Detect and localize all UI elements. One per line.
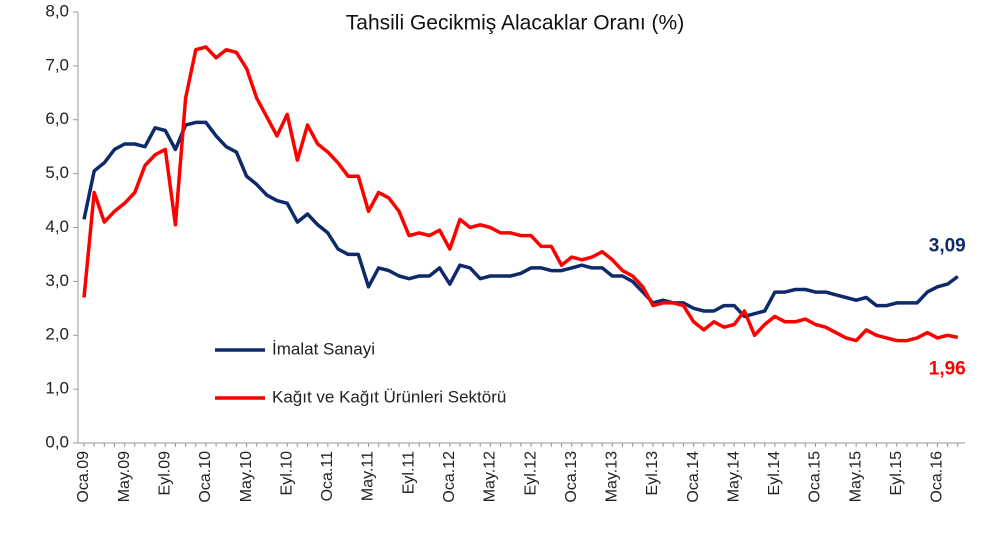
y-tick-label: 1,0 [45,379,69,398]
y-tick-label: 0,0 [45,432,69,451]
y-tick-label: 8,0 [45,1,69,20]
x-tick-label: May.11 [360,451,377,501]
y-tick-label: 5,0 [45,163,69,182]
x-tick-label: Oca.10 [197,451,214,503]
y-tick-label: 2,0 [45,325,69,344]
series-line [82,120,959,319]
x-tick-label: Oca.13 [563,451,580,503]
series-line [82,45,959,343]
x-tick-label: Eyl.14 [766,451,783,496]
x-tick-label: Eyl.09 [156,451,173,496]
x-tick-label: Oca.12 [441,451,458,503]
x-tick-label: Eyl.13 [644,451,661,496]
x-tick-label: May.09 [116,451,133,502]
legend-label: İmalat Sanayi [272,339,375,358]
end-label: 1,96 [929,358,966,379]
y-tick-label: 3,0 [45,271,69,290]
x-tick-label: May.14 [725,451,742,502]
y-tick-label: 4,0 [45,217,69,236]
x-tick-label: May.12 [482,451,499,502]
x-tick-label: Oca.11 [319,451,336,502]
x-tick-label: Oca.09 [75,451,92,503]
x-tick-label: Eyl.15 [888,451,905,496]
legend-label: Kağıt ve Kağıt Ürünleri Sektörü [272,387,506,406]
x-tick-label: May.13 [604,451,621,502]
y-tick-label: 7,0 [45,55,69,74]
x-tick-label: Oca.16 [929,451,946,503]
x-tick-label: Oca.15 [807,451,824,503]
x-tick-label: Eyl.10 [278,451,295,496]
chart-title: Tahsili Gecikmiş Alacaklar Oranı (%) [346,12,684,35]
x-tick-label: May.10 [238,451,255,502]
x-tick-label: Eyl.11 [400,451,417,494]
x-tick-label: Oca.14 [685,451,702,503]
end-label: 3,09 [929,236,966,257]
x-tick-label: May.15 [847,451,864,502]
x-tick-label: Eyl.12 [522,451,539,496]
y-tick-label: 6,0 [45,109,69,128]
